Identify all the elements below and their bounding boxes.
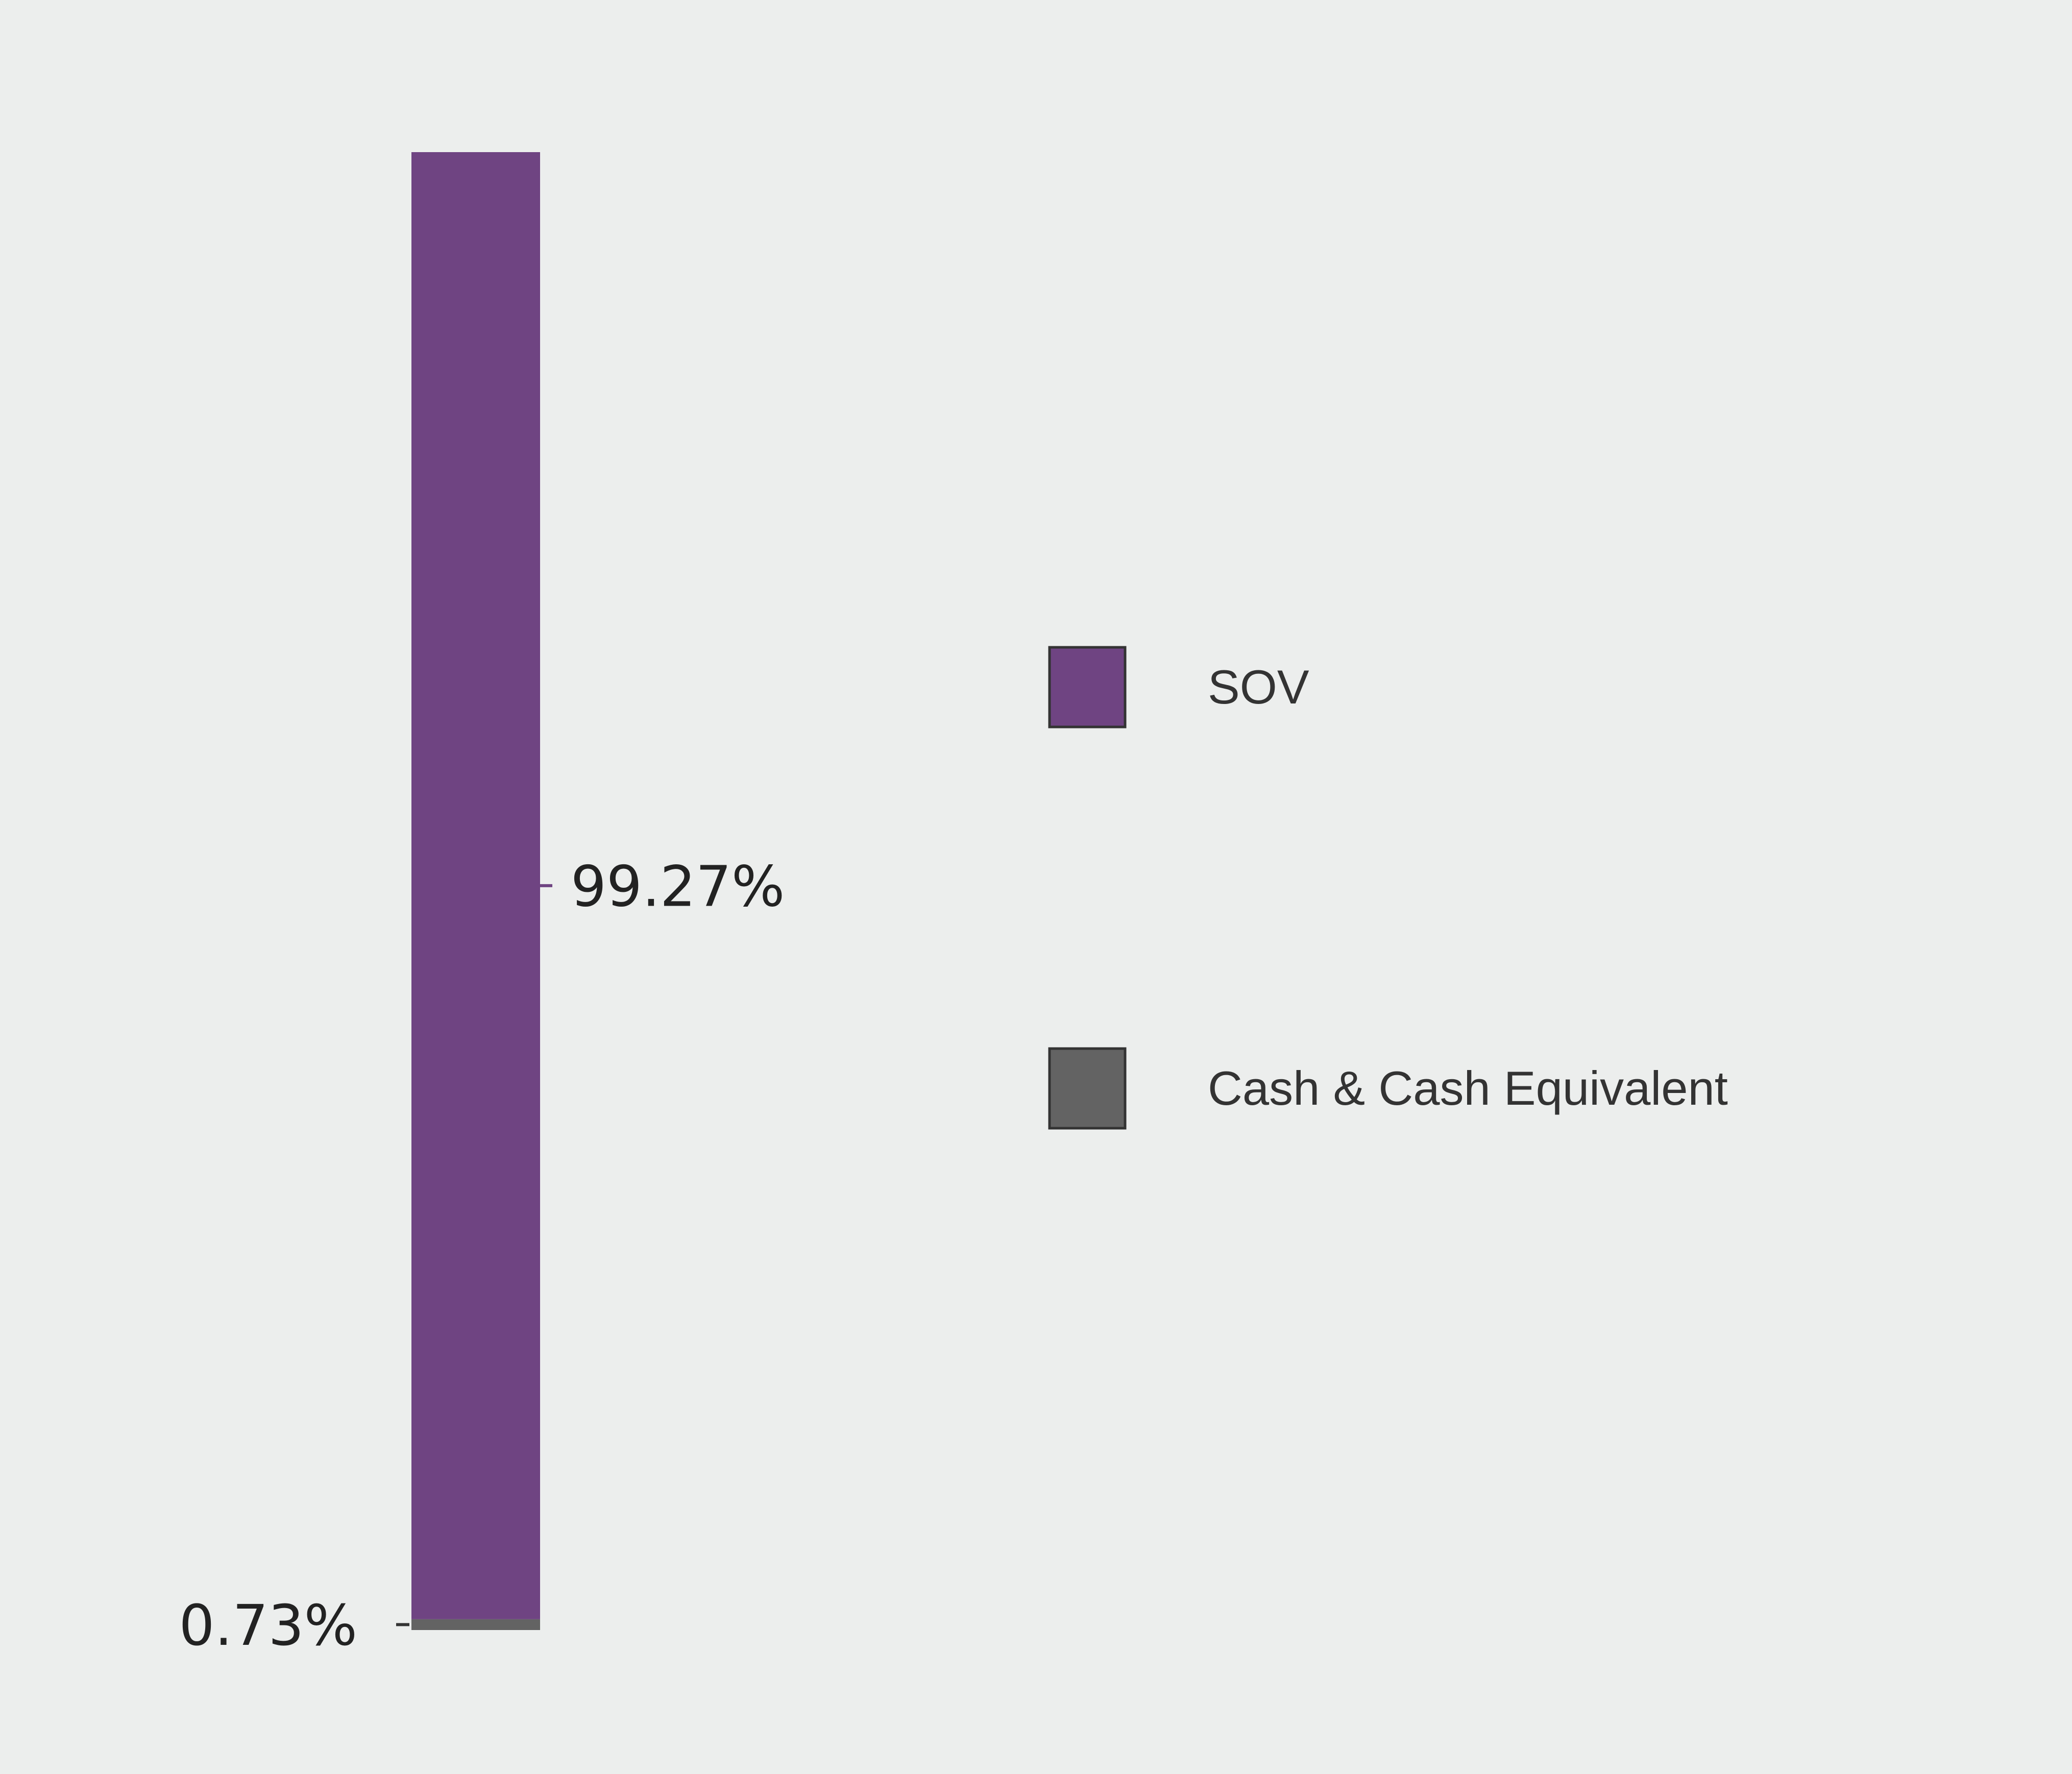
legend-swatch-cash-cash-equivalent: [1048, 1047, 1127, 1130]
legend-label-cash-cash-equivalent: Cash & Cash Equivalent: [1208, 1061, 1728, 1115]
data-label-cash-cash-equivalent: 0.73%: [179, 1593, 357, 1658]
legend-item-sov: SOV: [1048, 646, 1309, 728]
legend-label-sov: SOV: [1208, 660, 1309, 714]
legend: SOV Cash & Cash Equivalent: [1048, 646, 1728, 1130]
legend-item-cash-cash-equivalent: Cash & Cash Equivalent: [1048, 1047, 1728, 1130]
bars-layer: [411, 152, 540, 1630]
legend-swatch-sov: [1048, 646, 1127, 728]
data-label-sov: 99.27%: [571, 854, 785, 919]
data-labels-layer: 99.27% 0.73%: [179, 854, 785, 1659]
bar-segment-cash-cash-equivalent: [411, 1619, 540, 1630]
bar-segment-sov: [411, 152, 540, 1619]
